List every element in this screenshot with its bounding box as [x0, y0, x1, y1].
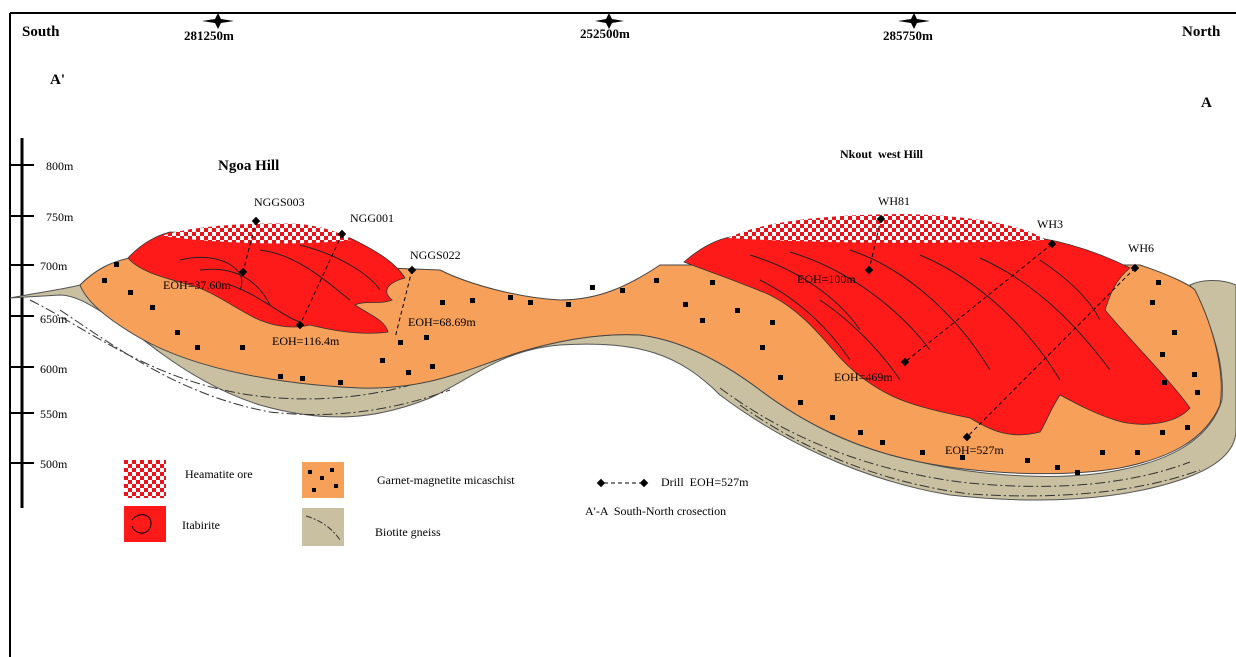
- scale-tick-label: 600m: [40, 362, 68, 376]
- drill-name: WH6: [1128, 241, 1154, 255]
- legend-itabirite-label: Itabirite: [182, 518, 220, 532]
- drill-lines: [242, 218, 1136, 438]
- drill-name: WH3: [1037, 217, 1063, 231]
- coord-marker-3: 285750m: [883, 13, 933, 43]
- coord-marker-1: 281250m: [184, 13, 234, 43]
- scale-tick-label: 650m: [40, 312, 68, 326]
- eoh-label: EOH=68.69m: [408, 315, 476, 329]
- eoh-label: EOH=37.60m: [163, 278, 231, 292]
- elevation-scale: 800m 750m 700m 650m 600m 550m 500m: [10, 138, 74, 508]
- micaschist-markers: [102, 262, 1200, 475]
- legend-biotite-swatch: [302, 508, 344, 546]
- section-start-label-prime: A': [50, 72, 65, 88]
- eoh-label: EOH=100m: [797, 272, 856, 286]
- legend-section-label: A'-A South-North crosection: [585, 504, 726, 518]
- heamatite-cap-right: [728, 214, 1045, 243]
- section-end-label: A: [1201, 95, 1212, 111]
- legend-biotite-label: Biotite gneiss: [375, 525, 441, 539]
- scale-tick-label: 750m: [46, 210, 74, 224]
- coord-label: 285750m: [883, 28, 933, 43]
- legend-itabirite-swatch: [124, 506, 166, 542]
- south-label: South: [22, 24, 60, 40]
- drill-name: NGGS003: [254, 195, 305, 209]
- legend-heamatite-label: Heamatite ore: [185, 467, 253, 481]
- nkout-hill-label: Nkout west Hill: [840, 147, 924, 161]
- legend-drill-label: Drill EOH=527m: [661, 475, 749, 489]
- eoh-label: EOH=469m: [834, 370, 893, 384]
- eoh-label: EOH=116.4m: [272, 334, 340, 348]
- drill-name: WH81: [878, 194, 910, 208]
- scale-tick-label: 500m: [40, 457, 68, 471]
- legend: Heamatite ore Itabirite Garnet-magnetite…: [124, 460, 749, 546]
- scale-tick-label: 800m: [46, 159, 74, 173]
- coord-label: 281250m: [184, 28, 234, 43]
- ngoa-hill-label: Ngoa Hill: [218, 158, 279, 174]
- fold-lines: [179, 244, 1111, 381]
- legend-garnet-label: Garnet-magnetite micaschist: [377, 473, 515, 487]
- coord-label: 252500m: [580, 26, 630, 41]
- legend-heamatite-swatch: [124, 460, 166, 498]
- heamatite-cap-left: [162, 223, 352, 244]
- scale-tick-label: 550m: [40, 407, 68, 421]
- scale-tick-label: 700m: [40, 259, 68, 273]
- north-label: North: [1182, 24, 1221, 40]
- coord-marker-2: 252500m: [580, 13, 630, 41]
- eoh-label: EOH=527m: [945, 443, 1004, 457]
- drill-name: NGGS022: [410, 248, 461, 262]
- drill-name: NGG001: [350, 211, 394, 225]
